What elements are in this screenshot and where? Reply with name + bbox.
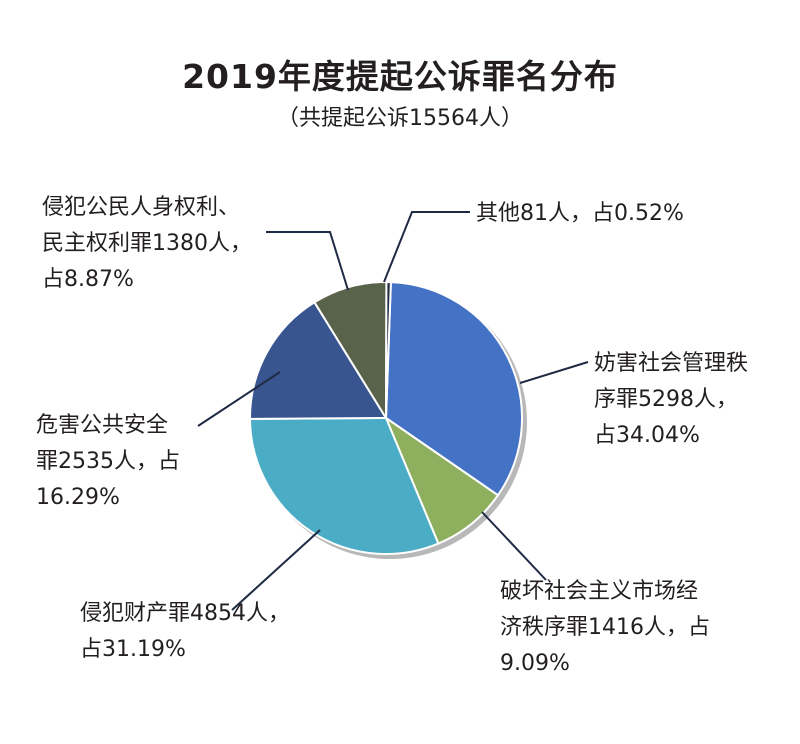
chart-title: 2019年度提起公诉罪名分布 <box>182 57 618 96</box>
label-property-line-1: 侵犯财产罪4854人， <box>80 601 290 626</box>
label-other: 其他81人，占0.52% <box>476 196 684 232</box>
leader-line-other <box>383 211 470 283</box>
label-disrupt-line-3: 占34.04% <box>594 423 700 448</box>
label-rights-line-1: 侵犯公民人身权利、 <box>42 195 241 220</box>
pie-slice-property <box>248 416 440 555</box>
label-rights: 侵犯公民人身权利、 民主权利罪1380人， 占8.87% <box>42 190 252 298</box>
label-economy-line-3: 9.09% <box>500 651 570 676</box>
pie-slice-economy <box>383 415 500 545</box>
label-property-line-2: 占31.19% <box>80 637 186 662</box>
pie-slice-public <box>248 300 388 420</box>
label-rights-line-3: 占8.87% <box>42 267 134 292</box>
label-public-line-3: 16.29% <box>36 485 120 510</box>
label-economy-line-2: 济秩序罪1416人，占 <box>500 615 710 640</box>
label-disrupt-line-2: 序罪5298人， <box>594 387 738 412</box>
leader-line-property <box>231 529 321 611</box>
label-disrupt: 妨害社会管理秩 序罪5298人， 占34.04% <box>594 346 748 454</box>
leader-line-economy <box>481 511 547 581</box>
label-public: 危害公共安全 罪2535人，占 16.29% <box>36 408 180 516</box>
label-other-line-1: 其他81人，占0.52% <box>476 201 684 226</box>
leader-line-rights <box>266 231 349 291</box>
label-disrupt-line-1: 妨害社会管理秩 <box>594 351 749 376</box>
label-public-line-2: 罪2535人，占 <box>36 449 180 474</box>
label-economy-line-1: 破坏社会主义市场经 <box>500 579 699 604</box>
label-economy: 破坏社会主义市场经 济秩序罪1416人，占 9.09% <box>500 574 710 682</box>
pie-slice-disrupt <box>384 281 523 497</box>
chart-subtitle: （共提起公诉15564人） <box>277 106 523 131</box>
label-rights-line-2: 民主权利罪1380人， <box>42 231 252 256</box>
leader-line-public <box>197 371 281 427</box>
label-public-line-1: 危害公共安全 <box>36 413 169 438</box>
leader-line-disrupt <box>519 361 589 384</box>
pie-slice-other <box>385 280 392 419</box>
label-property: 侵犯财产罪4854人， 占31.19% <box>80 596 290 668</box>
